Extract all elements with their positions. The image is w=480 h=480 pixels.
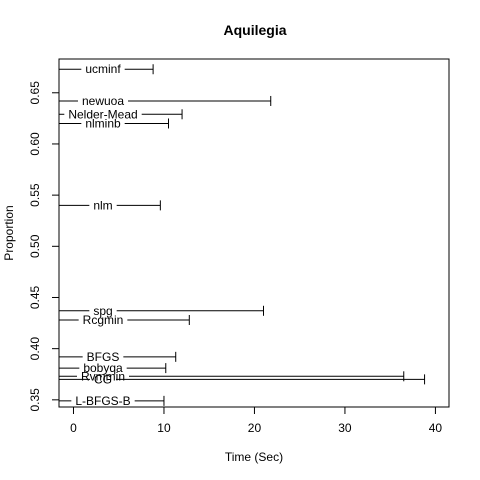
point-label: L-BFGS-B <box>75 394 130 408</box>
data-point: L-BFGS-B <box>59 394 165 408</box>
y-tick-label: 0.35 <box>28 388 42 412</box>
point-label: nlminb <box>85 116 121 130</box>
data-point: BFGS <box>59 350 177 364</box>
x-tick-label: 40 <box>429 421 443 435</box>
point-label: Rcgmin <box>83 313 124 327</box>
x-tick-label: 0 <box>70 421 77 435</box>
y-tick-label: 0.55 <box>28 183 42 207</box>
data-point: nlm <box>59 198 161 212</box>
y-tick-label: 0.60 <box>28 132 42 156</box>
y-axis: 0.35 0.40 0.45 0.50 0.55 0.60 0.65 <box>28 81 60 412</box>
data-point: nlminb <box>59 116 169 130</box>
x-tick-label: 20 <box>248 421 262 435</box>
point-label: Rvmmin <box>81 369 125 383</box>
point-label: spg <box>93 304 112 318</box>
chart-title: Aquilegia <box>223 22 286 38</box>
x-tick-label: 10 <box>157 421 171 435</box>
point-label: bobyqa <box>83 361 123 375</box>
data-point: ucminf <box>59 62 154 76</box>
data-point: Nelder-Mead <box>59 107 183 121</box>
y-tick-label: 0.65 <box>28 81 42 105</box>
point-label: Nelder-Mead <box>68 107 137 121</box>
y-axis-label: Proportion <box>2 205 16 260</box>
data-point: Rcgmin <box>59 313 190 327</box>
x-axis-label: Time (Sec) <box>225 450 283 464</box>
data-point: spg <box>59 304 265 318</box>
point-label: ucminf <box>85 62 121 76</box>
data-point: CG <box>59 372 426 386</box>
point-label: newuoa <box>82 94 124 108</box>
data-point: Rvmmin <box>59 369 405 383</box>
point-label: nlm <box>93 198 112 212</box>
y-tick-label: 0.45 <box>28 285 42 309</box>
data-point: bobyqa <box>59 361 167 375</box>
x-axis: 0 10 20 30 40 <box>70 406 443 435</box>
point-label: CG <box>94 372 112 386</box>
y-tick-label: 0.40 <box>28 337 42 361</box>
x-tick-label: 30 <box>338 421 352 435</box>
point-label: BFGS <box>87 350 120 364</box>
data-point: newuoa <box>59 94 272 108</box>
y-tick-label: 0.50 <box>28 234 42 258</box>
